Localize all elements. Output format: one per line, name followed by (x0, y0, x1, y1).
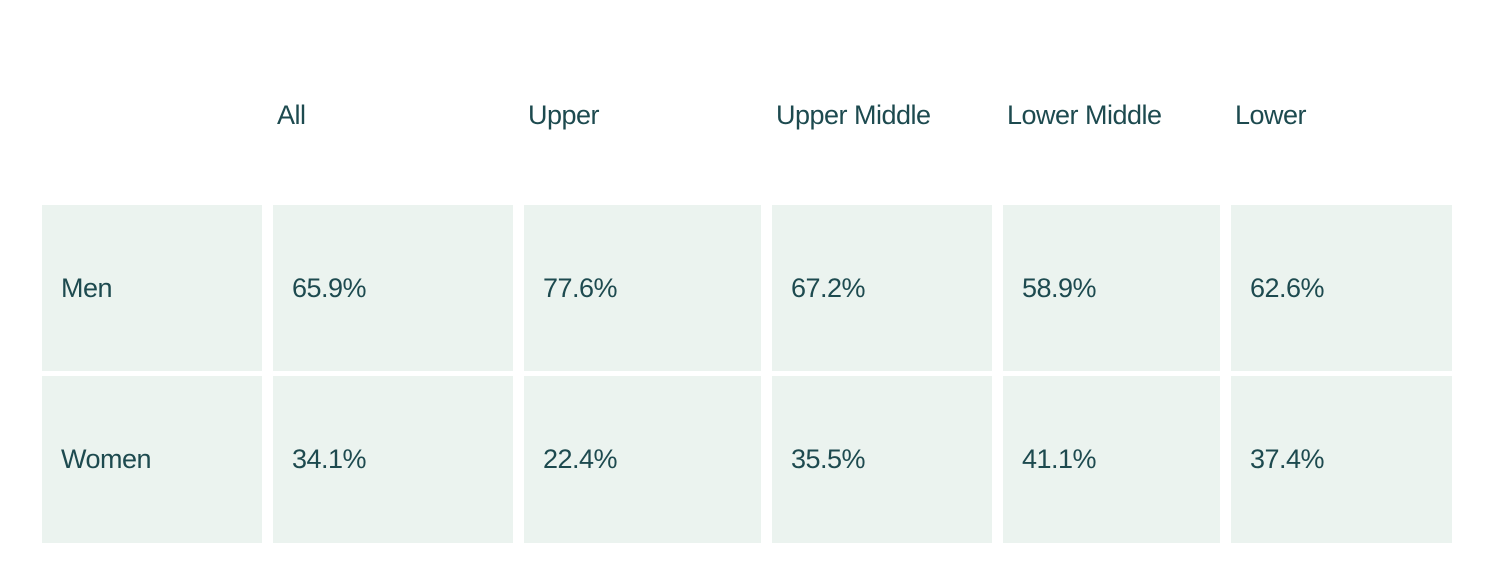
cell-value: 35.5% (791, 444, 866, 474)
cell-value: 22.4% (543, 444, 618, 474)
cell-value: 34.1% (292, 444, 367, 474)
cell-value: 77.6% (543, 272, 618, 303)
column-header-upper-middle: Upper Middle (776, 100, 931, 130)
row-label: Men (61, 272, 113, 303)
table-cell-men-upper: 77.6% (524, 205, 761, 371)
cell-value: 37.4% (1250, 444, 1325, 474)
cell-value: 67.2% (791, 272, 866, 303)
table-cell-women-upper-middle: 35.5% (772, 376, 992, 543)
column-header-lower: Lower (1235, 100, 1307, 130)
cell-value: 65.9% (292, 272, 367, 303)
row-label-cell-men: Men (42, 205, 262, 371)
table-cell-men-upper-middle: 67.2% (772, 205, 992, 371)
header-spacer (42, 102, 262, 129)
table-cell-men-lower: 62.6% (1231, 205, 1452, 371)
row-label: Women (61, 444, 152, 474)
table-cell-women-upper: 22.4% (524, 376, 761, 543)
column-header-lower-middle: Lower Middle (1007, 100, 1162, 130)
table-header-row: All Upper Upper Middle Lower Middle Lowe… (42, 102, 1452, 129)
table-cell-women-all: 34.1% (273, 376, 513, 543)
cell-value: 41.1% (1022, 444, 1097, 474)
data-table: Men 65.9% 77.6% 67.2% 58.9% 62.6% Women … (42, 205, 1452, 543)
table-cell-men-all: 65.9% (273, 205, 513, 371)
cell-value: 58.9% (1022, 272, 1097, 303)
column-header-upper: Upper (528, 100, 600, 130)
table-cell-men-lower-middle: 58.9% (1003, 205, 1220, 371)
column-header-all: All (277, 100, 306, 130)
table-cell-women-lower-middle: 41.1% (1003, 376, 1220, 543)
row-label-cell-women: Women (42, 376, 262, 543)
cell-value: 62.6% (1250, 272, 1325, 303)
table-cell-women-lower: 37.4% (1231, 376, 1452, 543)
